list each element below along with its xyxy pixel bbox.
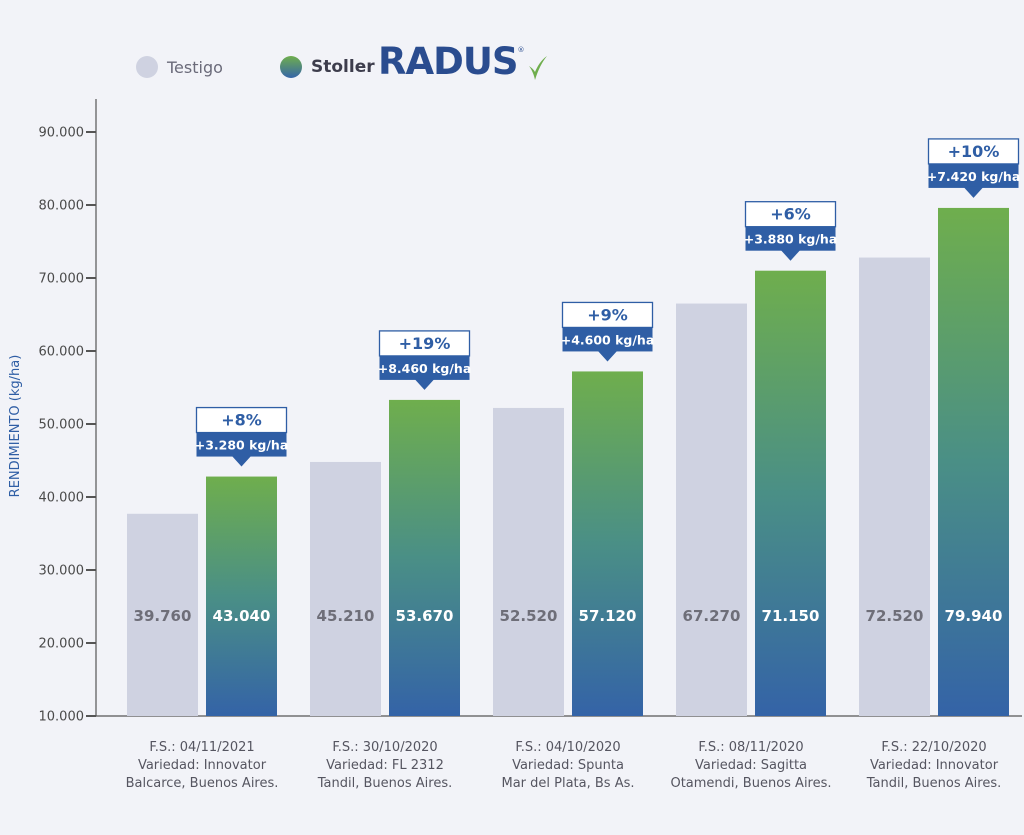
bar-testigo [493, 407, 564, 716]
callout-pointer [780, 249, 801, 261]
data-label-stoller: 57.120 [579, 607, 637, 625]
bar-testigo [127, 513, 198, 716]
x-axis-labels: F.S.: 04/11/2021 Variedad: Innovator Balca… [126, 740, 1002, 791]
callout: +6% +3.880 kg/ha [744, 201, 838, 261]
x-category-label: Variedad: Spunta [512, 758, 624, 773]
bar-testigo [859, 257, 930, 716]
callouts: +8% +3.280 kg/ha +19% +8.460 kg/ha +9% +4.600… [195, 138, 1021, 467]
data-label-stoller: 43.040 [213, 607, 271, 625]
callout-percent: +6% [770, 205, 811, 224]
x-category-label: Variedad: Sagitta [695, 758, 807, 773]
x-category-label: Variedad: Innovator [870, 758, 999, 773]
bar-stoller [755, 270, 826, 716]
callout-box-bottom [745, 226, 836, 251]
callout: +9% +4.600 kg/ha [561, 301, 655, 362]
callout-box-top [561, 301, 654, 329]
y-axis-title: RENDIMIENTO (kg/ha) [8, 355, 23, 498]
y-tick-label: 40.000 [39, 491, 85, 506]
data-label-testigo: 45.210 [317, 607, 375, 625]
callout-diff: +7.420 kg/ha [927, 169, 1021, 184]
bar-stoller [206, 476, 277, 716]
callout-pointer [414, 378, 435, 390]
callout-percent: +10% [948, 142, 1000, 161]
x-category-label: Variedad: Innovator [138, 758, 267, 773]
callout-diff: +3.880 kg/ha [744, 232, 838, 247]
callout-percent: +8% [221, 411, 262, 430]
y-tick-label: 70.000 [39, 272, 85, 287]
callout-box-bottom [928, 163, 1019, 188]
legend: Testigo Stoller RADUS ® [136, 42, 547, 82]
x-category-label: F.S.: 22/10/2020 [881, 740, 986, 755]
data-label-stoller: 79.940 [945, 607, 1003, 625]
callout-percent: +19% [399, 334, 451, 353]
radus-logo-text: RADUS [378, 40, 519, 83]
legend-item-stoller: Stoller [280, 52, 375, 82]
data-label-testigo: 72.520 [866, 607, 924, 625]
data-label-stoller: 71.150 [762, 607, 820, 625]
y-tick-label: 10.000 [39, 710, 85, 725]
callout-pointer [963, 186, 984, 198]
data-label-testigo: 67.270 [683, 607, 741, 625]
bar-stoller [572, 371, 643, 716]
registered-mark: ® [517, 46, 525, 54]
legend-swatch-testigo [136, 56, 158, 78]
data-label-testigo: 39.760 [134, 607, 192, 625]
legend-item-testigo: Testigo [136, 52, 223, 82]
callout-percent: +9% [587, 305, 628, 324]
x-category-label: Tandil, Buenos Aires. [866, 776, 1001, 791]
x-category-label: F.S.: 04/11/2021 [149, 740, 254, 755]
y-tick-label: 80.000 [39, 199, 85, 214]
callout-pointer [597, 350, 618, 362]
data-label-stoller: 53.670 [396, 607, 454, 625]
x-category-label: Tandil, Buenos Aires. [317, 776, 452, 791]
radus-logo: RADUS ® [378, 42, 548, 82]
bar-stoller [389, 399, 460, 716]
x-category-label: Otamendi, Buenos Aires. [670, 776, 831, 791]
legend-label-testigo: Testigo [167, 57, 223, 77]
x-category-label: F.S.: 04/10/2020 [515, 740, 620, 755]
callout-box-bottom [562, 327, 653, 352]
callout-box-bottom [379, 355, 470, 380]
legend-swatch-stoller [280, 56, 302, 78]
y-tick-label: 30.000 [39, 564, 85, 579]
x-category-label: F.S.: 08/11/2020 [698, 740, 803, 755]
callout-box-bottom [196, 432, 287, 457]
callout-pointer [231, 455, 252, 467]
y-tick-label: 60.000 [39, 345, 85, 360]
callout-box-top [744, 201, 837, 228]
x-category-label: F.S.: 30/10/2020 [332, 740, 437, 755]
callout-box-top [927, 138, 1020, 165]
x-category-label: Mar del Plata, Bs As. [501, 776, 634, 791]
callout: +8% +3.280 kg/ha [195, 406, 289, 467]
bar-stoller [938, 207, 1009, 717]
x-category-label: Variedad: FL 2312 [326, 758, 444, 773]
x-category-label: Balcarce, Buenos Aires. [126, 776, 279, 791]
data-label-testigo: 52.520 [500, 607, 558, 625]
leaf-check-icon [528, 56, 547, 80]
data-labels: 39.760 43.040 45.210 53.670 52.520 57.120 67.2… [134, 607, 1003, 625]
callout-diff: +8.460 kg/ha [378, 361, 472, 376]
y-tick-label: 20.000 [39, 637, 85, 652]
y-tick-label: 50.000 [39, 418, 85, 433]
callout-diff: +3.280 kg/ha [195, 438, 289, 453]
bar-testigo [676, 303, 747, 716]
bar-testigo [310, 461, 381, 716]
bars [127, 207, 1009, 717]
y-tick-label: 90.000 [39, 126, 85, 141]
callout: +10% +7.420 kg/ha [927, 138, 1021, 198]
callout-diff: +4.600 kg/ha [561, 332, 655, 347]
callout: +19% +8.460 kg/ha [378, 330, 472, 390]
legend-label-stoller: Stoller [311, 57, 375, 77]
